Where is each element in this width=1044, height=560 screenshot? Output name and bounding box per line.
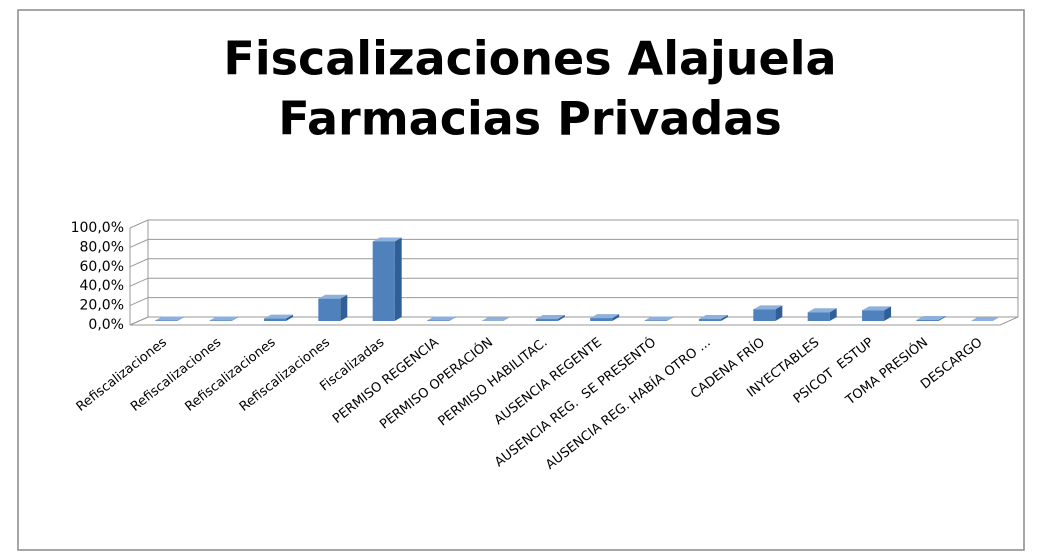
- bar: [916, 320, 939, 321]
- bar-side: [177, 316, 185, 321]
- grid-line: [129, 297, 1018, 307]
- bar-side: [340, 294, 348, 321]
- bar-side: [829, 308, 837, 321]
- bar-top: [535, 315, 565, 320]
- grid-line: [129, 277, 1018, 287]
- bar-side: [884, 306, 892, 321]
- bar: [318, 298, 341, 321]
- bar-top: [644, 316, 674, 321]
- grid-line: [129, 238, 1018, 248]
- bar-top: [155, 316, 185, 321]
- y-tick-label: 40,0%: [80, 278, 124, 294]
- grid-line: [129, 316, 1018, 326]
- bar: [263, 318, 286, 321]
- bar-side: [720, 315, 728, 321]
- bar-side: [557, 315, 565, 321]
- bar-top: [807, 308, 837, 313]
- bar-side: [775, 305, 783, 321]
- chart-title: Fiscalizaciones Alajuela: [223, 32, 836, 86]
- bar: [753, 309, 776, 321]
- y-tick-label: 20,0%: [80, 298, 124, 314]
- bar: [372, 241, 395, 321]
- bar-top: [862, 306, 892, 311]
- bar-side: [231, 316, 239, 321]
- bar-top: [427, 316, 457, 321]
- bar: [862, 310, 885, 321]
- bar-side: [612, 314, 620, 321]
- y-tick-label: 80,0%: [80, 239, 124, 255]
- bar-side: [666, 316, 674, 321]
- y-tick-label: 0,0%: [88, 317, 124, 333]
- chart-title: Farmacias Privadas: [278, 92, 781, 146]
- bar: [535, 319, 558, 321]
- y-tick-label: 60,0%: [80, 259, 124, 275]
- bar: [590, 318, 613, 321]
- bar-side: [285, 314, 293, 321]
- bar-top: [372, 237, 402, 242]
- bar-top: [590, 314, 620, 319]
- bar-side: [449, 316, 457, 321]
- bar-side: [394, 237, 402, 321]
- grid-line: [129, 258, 1018, 268]
- bar-top: [209, 316, 239, 321]
- bar: [807, 312, 830, 321]
- bar-top: [970, 317, 1000, 321]
- bar-top: [753, 305, 783, 310]
- grid-line: [129, 219, 1018, 229]
- y-tick-label: 100,0%: [71, 220, 124, 236]
- bar-top: [263, 314, 293, 319]
- bar-top: [318, 294, 348, 299]
- bar: [698, 319, 721, 321]
- bar-side: [938, 316, 946, 321]
- bar-top: [698, 315, 728, 320]
- bar-top: [481, 317, 511, 321]
- bar-top: [916, 316, 946, 321]
- back-wall: [147, 219, 1019, 318]
